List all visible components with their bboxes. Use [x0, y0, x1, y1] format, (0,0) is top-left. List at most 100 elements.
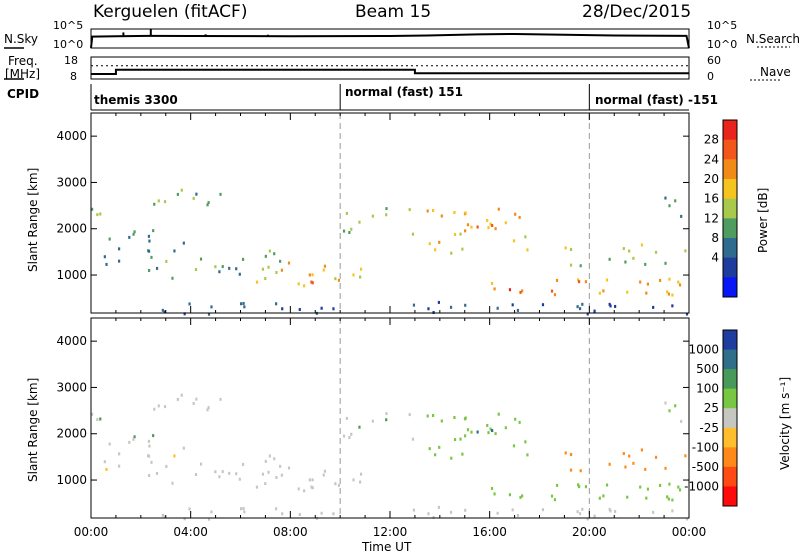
power-cbar-swatch-1 [723, 139, 737, 160]
x-tick-label-5: 20:00 [572, 525, 607, 539]
power-cbar-frame [722, 119, 738, 298]
velocity-plot-bg [91, 318, 689, 518]
x-tick-label-4: 16:00 [472, 525, 507, 539]
velocity-cbar-tick-2: 100 [696, 382, 719, 396]
x-tick-label-2: 08:00 [273, 525, 308, 539]
power-cbar-swatch-5 [723, 218, 737, 239]
velocity-cbar-swatch-8 [723, 486, 737, 507]
cpid-label-2: normal (fast) -151 [595, 93, 718, 107]
nave-right-tick-bottom: 0 [707, 70, 714, 83]
velocity-cbar-tick-1: 500 [696, 362, 719, 376]
power-ytick-label-0: 1000 [56, 268, 87, 282]
velocity-cbar-swatch-3 [723, 388, 737, 409]
power-cbar-tick-2: 20 [704, 172, 719, 186]
noise-right-tick-bottom: 10^0 [707, 38, 738, 51]
power-region-6 [310, 280, 314, 285]
freq-left-tick-bottom: 8 [70, 70, 77, 83]
velocity-cbar-swatch-4 [723, 408, 737, 429]
velocity-region-3 [103, 452, 282, 477]
power-region-7 [342, 207, 415, 236]
cpid-label-0: themis 3300 [94, 93, 178, 107]
velocity-region-5 [255, 466, 363, 493]
freq-left-tick-top: 18 [64, 54, 78, 67]
power-region-1 [153, 188, 222, 207]
x-tick-label-6: 00:00 [672, 525, 707, 539]
velocity-region-11 [508, 485, 588, 499]
beam-title: Beam 15 [355, 2, 432, 22]
cpid-label: CPID [7, 87, 40, 101]
noise-track-frame [90, 28, 690, 49]
power-region-12 [564, 243, 687, 268]
velocity-region-9 [466, 428, 497, 436]
velocity-cbar-tick-4: -25 [699, 421, 719, 435]
power-cbar-swatch-8 [723, 277, 737, 298]
noise-left-tick-bottom: 10^0 [53, 38, 84, 51]
velocity-region-0 [91, 412, 102, 422]
velocity-region-2 [108, 434, 185, 450]
velocity-ytick-label-2: 3000 [56, 380, 87, 394]
velocity-region-7 [342, 412, 415, 441]
x-tick-label-3: 12:00 [373, 525, 408, 539]
velocity-cbar-swatch-1 [723, 349, 737, 370]
x-tick-label-0: 00:00 [74, 525, 109, 539]
power-region-0 [91, 207, 102, 217]
power-region-4 [148, 266, 267, 281]
power-region-2 [108, 229, 185, 245]
nsearch-label: N.Search [746, 32, 800, 46]
power-cbar-tick-1: 24 [704, 152, 719, 166]
freq-label: Freq. [8, 54, 38, 68]
x-tick-label-1: 04:00 [173, 525, 208, 539]
power-ytick-label-1: 2000 [56, 222, 87, 236]
power-cbar-swatch-6 [723, 238, 737, 259]
velocity-cbar-frame [722, 329, 738, 507]
velocity-cbar-swatch-5 [723, 427, 737, 448]
cpid-label-1: normal (fast) 151 [345, 85, 463, 99]
velocity-region-6 [310, 485, 314, 490]
power-region-5 [255, 261, 363, 288]
nave-label: Nave [760, 65, 791, 79]
power-plot-bg [91, 113, 689, 313]
nsky-label: N.Sky [4, 32, 39, 46]
power-region-10 [490, 277, 682, 297]
velocity-region-4 [148, 471, 267, 486]
velocity-region-13 [664, 401, 683, 423]
power-cbar-swatch-0 [723, 120, 737, 141]
velocity-cbar-tick-3: 25 [704, 401, 719, 415]
velocity-region-8 [426, 412, 529, 460]
freq-track-frame [90, 56, 690, 80]
velocity-ytick-label-0: 1000 [56, 473, 87, 487]
power-cbar-tick-5: 8 [711, 231, 719, 245]
velocity-cbar-tick-5: -100 [692, 440, 719, 454]
power-cbar-swatch-2 [723, 159, 737, 180]
velocity-region-12 [564, 448, 687, 473]
noise-right-tick-top: 10^5 [707, 19, 738, 32]
velocity-cbar-tick-0: 1000 [688, 343, 719, 357]
power-cbar-swatch-7 [723, 257, 737, 278]
power-region-11 [508, 280, 588, 294]
velocity-cbar-swatch-7 [723, 466, 737, 487]
x-axis-label: Time UT [362, 540, 412, 554]
power-cbar-tick-3: 16 [704, 192, 719, 206]
noise-left-tick-top: 10^5 [53, 19, 84, 32]
freq-unit-label: [MHz] [5, 67, 41, 81]
power-region-3 [103, 247, 282, 272]
velocity-cbar-swatch-2 [723, 369, 737, 390]
velocity-cbar-swatch-0 [723, 330, 737, 351]
power-ytick-label-3: 4000 [56, 129, 87, 143]
velocity-cbar-tick-6: -500 [692, 460, 719, 474]
noise-sky-line [90, 32, 690, 49]
velocity-region-10 [490, 482, 682, 502]
power-cbar-tick-6: 4 [711, 251, 719, 265]
station-title: Kerguelen (fitACF) [93, 2, 248, 22]
velocity-ytick-label-3: 4000 [56, 334, 87, 348]
nave-right-tick-top: 60 [707, 54, 721, 67]
power-region-8 [426, 207, 529, 255]
velocity-region-1 [153, 393, 222, 412]
velocity-cbar-tick-7: -1000 [684, 479, 719, 493]
velocity-cbar-swatch-6 [723, 447, 737, 468]
power-region-13 [664, 196, 683, 218]
freq-line [91, 68, 689, 75]
date-title: 28/Dec/2015 [582, 2, 692, 22]
velocity-ytick-label-1: 2000 [56, 427, 87, 441]
